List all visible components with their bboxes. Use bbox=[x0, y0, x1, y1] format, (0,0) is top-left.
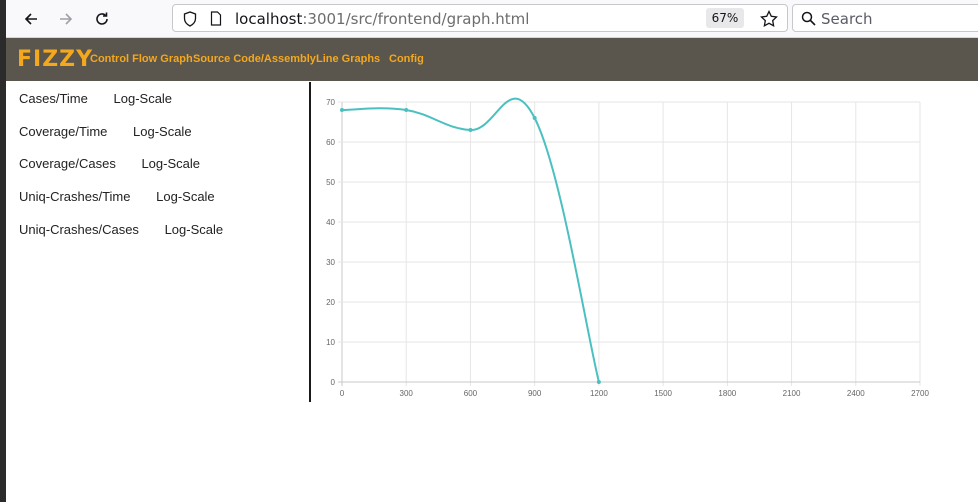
chart-series bbox=[340, 97, 601, 384]
x-tick-label: 300 bbox=[400, 389, 414, 398]
x-tick-label: 2400 bbox=[847, 389, 865, 398]
log-scale-toggle-uniq-crashes-cases[interactable]: Log-Scale bbox=[164, 222, 224, 237]
app-header: FIZZY Control Flow Graph Source Code/Ass… bbox=[6, 38, 978, 81]
x-tick-label: 900 bbox=[528, 389, 542, 398]
reload-button[interactable] bbox=[89, 6, 115, 32]
data-point bbox=[532, 116, 537, 120]
url-host: localhost bbox=[235, 10, 303, 28]
y-tick-label: 10 bbox=[326, 338, 335, 347]
chart-grid bbox=[338, 101, 921, 386]
data-point bbox=[340, 108, 344, 112]
y-tick-label: 50 bbox=[326, 178, 335, 187]
back-button[interactable] bbox=[18, 6, 44, 32]
page-icon[interactable] bbox=[210, 11, 222, 26]
search-icon bbox=[801, 11, 816, 26]
shield-icon[interactable] bbox=[183, 11, 197, 27]
data-point bbox=[468, 128, 473, 132]
graph-option-uniq-crashes-cases: Uniq-Crashes/Cases Log-Scale bbox=[19, 222, 223, 237]
graph-link-coverage-time[interactable]: Coverage/Time bbox=[19, 124, 108, 139]
forward-button[interactable] bbox=[53, 6, 79, 32]
star-icon[interactable] bbox=[760, 10, 778, 28]
x-tick-label: 1500 bbox=[654, 389, 672, 398]
log-scale-toggle-coverage-time[interactable]: Log-Scale bbox=[133, 124, 192, 139]
forward-arrow-icon bbox=[60, 13, 73, 25]
browser-toolbar: localhost:3001/src/frontend/graph.html 6… bbox=[6, 0, 978, 38]
data-point bbox=[596, 380, 601, 384]
x-tick-label: 0 bbox=[340, 389, 345, 398]
x-tick-label: 600 bbox=[464, 389, 478, 398]
url-path: :3001/src/frontend/graph.html bbox=[302, 10, 530, 28]
x-tick-label: 1800 bbox=[718, 389, 736, 398]
x-tick-label: 2100 bbox=[783, 389, 801, 398]
graph-option-coverage-time: Coverage/Time Log-Scale bbox=[19, 124, 192, 139]
y-tick-label: 40 bbox=[326, 218, 335, 227]
y-tick-label: 20 bbox=[326, 298, 335, 307]
back-arrow-icon bbox=[24, 13, 37, 25]
graph-selector-sidebar: Cases/Time Log-Scale Coverage/Time Log-S… bbox=[6, 82, 309, 402]
graph-link-uniq-crashes-cases[interactable]: Uniq-Crashes/Cases bbox=[19, 222, 139, 237]
log-scale-toggle-cases-time[interactable]: Log-Scale bbox=[113, 91, 173, 106]
nav-control-flow-graph[interactable]: Control Flow Graph bbox=[90, 53, 193, 65]
nav-source-code-assembly[interactable]: Source Code/Assembly bbox=[193, 53, 316, 65]
search-box[interactable]: Search bbox=[792, 4, 978, 32]
sidebar-divider bbox=[309, 82, 311, 402]
nav-line-graphs[interactable]: Line Graphs bbox=[316, 53, 381, 65]
x-tick-label: 1200 bbox=[590, 389, 608, 398]
fizzy-logo[interactable]: FIZZY bbox=[17, 47, 94, 72]
graph-link-uniq-crashes-time[interactable]: Uniq-Crashes/Time bbox=[19, 189, 131, 204]
x-tick-label: 2700 bbox=[911, 389, 929, 398]
y-tick-label: 0 bbox=[331, 378, 336, 387]
address-bar[interactable]: localhost:3001/src/frontend/graph.html 6… bbox=[172, 4, 788, 32]
log-scale-toggle-uniq-crashes-time[interactable]: Log-Scale bbox=[156, 189, 215, 204]
y-tick-label: 70 bbox=[326, 98, 335, 107]
graph-option-uniq-crashes-time: Uniq-Crashes/Time Log-Scale bbox=[19, 189, 215, 204]
zoom-level-badge[interactable]: 67% bbox=[706, 8, 744, 28]
data-point bbox=[404, 108, 409, 112]
url-text: localhost:3001/src/frontend/graph.html bbox=[235, 10, 529, 28]
graph-option-coverage-cases: Coverage/Cases Log-Scale bbox=[19, 156, 200, 171]
reload-icon bbox=[96, 12, 108, 25]
graph-link-coverage-cases[interactable]: Coverage/Cases bbox=[19, 156, 116, 171]
nav-config[interactable]: Config bbox=[389, 53, 424, 65]
y-tick-label: 60 bbox=[326, 138, 335, 147]
series-line bbox=[341, 97, 600, 383]
log-scale-toggle-coverage-cases[interactable]: Log-Scale bbox=[141, 156, 200, 171]
search-input[interactable]: Search bbox=[821, 10, 873, 28]
y-tick-label: 30 bbox=[326, 258, 335, 267]
window-edge bbox=[0, 0, 6, 502]
graph-link-cases-time[interactable]: Cases/Time bbox=[19, 91, 88, 106]
chart-tick-labels: 0 300 600 900 1200 1500 1800 2100 2400 2700 0 10 20 3… bbox=[326, 98, 929, 398]
line-chart: 0 300 600 900 1200 1500 1800 2100 2400 2700 0 10 20 3… bbox=[326, 97, 929, 398]
graph-option-cases-time: Cases/Time Log-Scale bbox=[19, 91, 172, 106]
